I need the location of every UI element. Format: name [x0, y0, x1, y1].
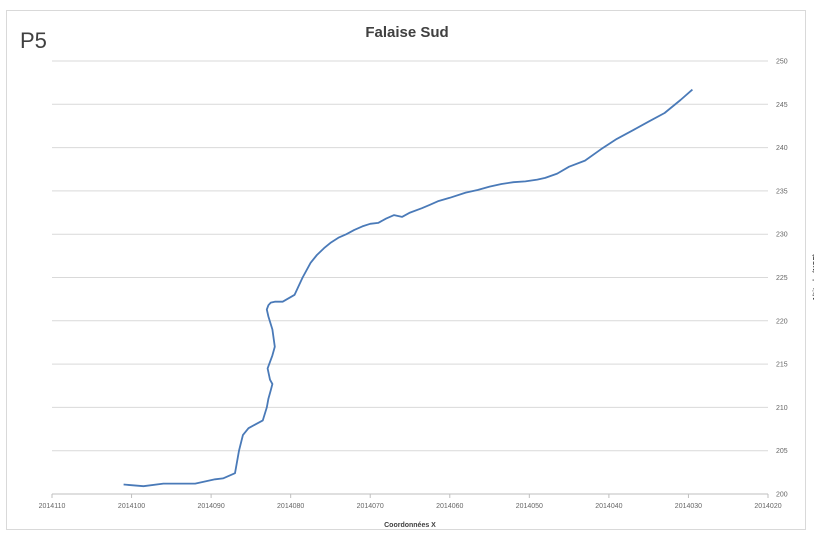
y-tick-label: 210	[776, 405, 788, 412]
y-tick-label: 220	[776, 318, 788, 325]
x-tick-label: 2014020	[754, 503, 781, 510]
x-tick-label: 2014030	[675, 503, 702, 510]
y-tick-label: 200	[776, 492, 788, 499]
series-line	[123, 88, 693, 488]
x-tick-label: 2014040	[595, 503, 622, 510]
chart-title: Falaise Sud	[365, 24, 449, 41]
x-tick-label: 2014090	[197, 503, 224, 510]
y-tick-label: 245	[776, 102, 788, 109]
y-tick-label: 225	[776, 275, 788, 282]
x-tick-label: 2014080	[277, 503, 304, 510]
y-tick-label: 235	[776, 188, 788, 195]
y-tick-label: 240	[776, 145, 788, 152]
x-axis-title: Coordonnées X	[384, 522, 436, 529]
y-tick-label: 250	[776, 59, 788, 66]
x-tick-label: 2014060	[436, 503, 463, 510]
y-tick-label: 205	[776, 448, 788, 455]
chart-border	[6, 10, 806, 530]
y-tick-label: 215	[776, 362, 788, 369]
x-tick-label: 2014050	[516, 503, 543, 510]
x-tick-label: 2014100	[118, 503, 145, 510]
y-tick-label: 230	[776, 232, 788, 239]
x-tick-label: 2014070	[357, 503, 384, 510]
panel-label: P5	[20, 28, 47, 53]
x-tick-label: 2014110	[39, 503, 66, 510]
